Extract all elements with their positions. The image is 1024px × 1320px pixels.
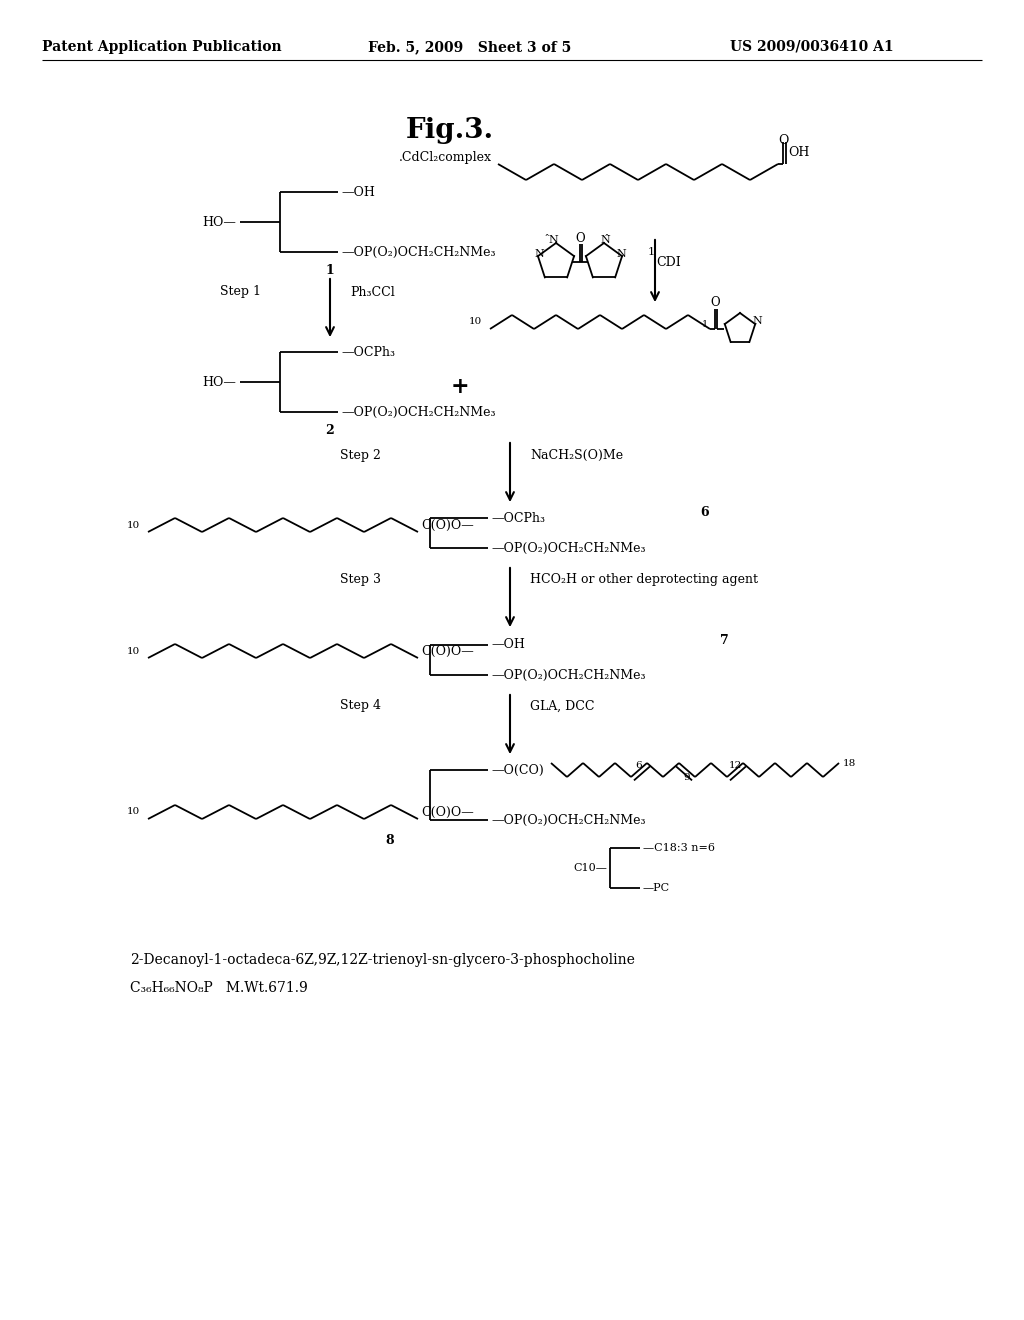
Text: 6: 6 [636, 760, 642, 770]
Text: C₃₆H₆₆NO₈P   M.Wt.671.9: C₃₆H₆₆NO₈P M.Wt.671.9 [130, 981, 308, 995]
Text: 10: 10 [469, 318, 482, 326]
Text: —OH: —OH [490, 639, 525, 652]
Text: 10: 10 [127, 808, 140, 817]
Text: .CdCl₂complex: .CdCl₂complex [398, 152, 492, 165]
Text: Step 1: Step 1 [220, 285, 261, 298]
Text: N̂: N̂ [600, 235, 609, 246]
Text: N: N [752, 315, 762, 326]
Text: N: N [616, 249, 626, 259]
Text: O: O [778, 133, 788, 147]
Text: —OCPh₃: —OCPh₃ [341, 346, 395, 359]
Text: —C18:3 n=6: —C18:3 n=6 [643, 843, 715, 853]
Text: 1: 1 [648, 247, 655, 257]
Text: —OP(O₂)OCH₂CH₂NMe₃: —OP(O₂)OCH₂CH₂NMe₃ [341, 405, 496, 418]
Text: 1: 1 [326, 264, 335, 276]
Text: —PC: —PC [643, 883, 670, 894]
Text: Step 3: Step 3 [340, 573, 381, 586]
Text: C(O)O—: C(O)O— [421, 644, 474, 657]
Text: —OH: —OH [341, 186, 375, 198]
Text: 2: 2 [326, 424, 335, 437]
Text: Feb. 5, 2009   Sheet 3 of 5: Feb. 5, 2009 Sheet 3 of 5 [368, 40, 571, 54]
Text: HO—: HO— [202, 375, 236, 388]
Text: Fig.3.: Fig.3. [406, 116, 494, 144]
Text: —O(CO): —O(CO) [490, 763, 544, 776]
Text: 9: 9 [684, 772, 690, 781]
Text: HO—: HO— [202, 215, 236, 228]
Text: 12: 12 [728, 760, 741, 770]
Text: C(O)O—: C(O)O— [421, 519, 474, 532]
Text: ̂N: ̂N [550, 235, 560, 246]
Text: —OP(O₂)OCH₂CH₂NMe₃: —OP(O₂)OCH₂CH₂NMe₃ [490, 668, 645, 681]
Text: 10: 10 [127, 520, 140, 529]
Text: Patent Application Publication: Patent Application Publication [42, 40, 282, 54]
Text: US 2009/0036410 A1: US 2009/0036410 A1 [730, 40, 894, 54]
Text: C10—: C10— [573, 863, 607, 873]
Text: +: + [451, 376, 469, 399]
Text: 10: 10 [127, 647, 140, 656]
Text: N: N [534, 249, 544, 259]
Text: CDI: CDI [656, 256, 681, 268]
Text: GLA, DCC: GLA, DCC [530, 700, 595, 713]
Text: NaCH₂S(O)Me: NaCH₂S(O)Me [530, 449, 624, 462]
Text: Ph₃CCl: Ph₃CCl [350, 285, 394, 298]
Text: Step 4: Step 4 [340, 700, 381, 713]
Text: O: O [711, 297, 720, 309]
Text: 8: 8 [386, 833, 394, 846]
Text: 6: 6 [700, 506, 709, 519]
Text: 7: 7 [720, 634, 729, 647]
Text: —OP(O₂)OCH₂CH₂NMe₃: —OP(O₂)OCH₂CH₂NMe₃ [341, 246, 496, 259]
Text: —OP(O₂)OCH₂CH₂NMe₃: —OP(O₂)OCH₂CH₂NMe₃ [490, 541, 645, 554]
Text: O: O [575, 231, 585, 244]
Text: 2-Decanoyl-1-octadeca-6Z,9Z,12Z-trienoyl-sn-glycero-3-phosphocholine: 2-Decanoyl-1-octadeca-6Z,9Z,12Z-trienoyl… [130, 953, 635, 968]
Text: 18: 18 [843, 759, 856, 767]
Text: C(O)O—: C(O)O— [421, 805, 474, 818]
Text: OH: OH [788, 147, 809, 160]
Text: HCO₂H or other deprotecting agent: HCO₂H or other deprotecting agent [530, 573, 758, 586]
Text: —OP(O₂)OCH₂CH₂NMe₃: —OP(O₂)OCH₂CH₂NMe₃ [490, 813, 645, 826]
Text: —OCPh₃: —OCPh₃ [490, 511, 545, 524]
Text: 1: 1 [701, 319, 708, 329]
Text: Step 2: Step 2 [340, 449, 381, 462]
